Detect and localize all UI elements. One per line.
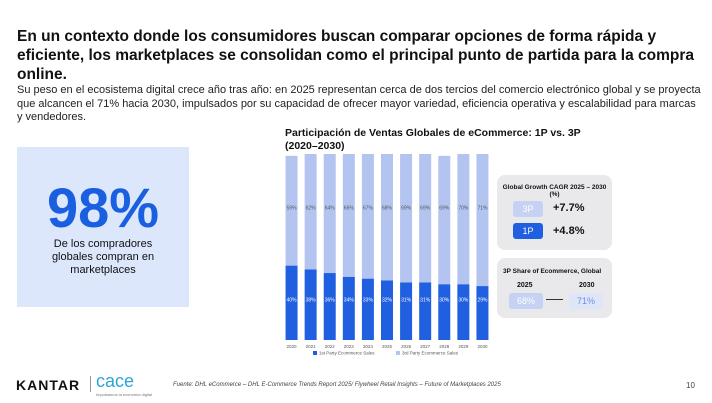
- value-label: 68%: [382, 205, 393, 211]
- divider: [90, 376, 91, 392]
- title: En un contexto donde los consumidores bu…: [17, 28, 695, 83]
- growth-value: +7.7%: [553, 202, 585, 214]
- chip: 3P: [513, 201, 543, 217]
- value-label: 33%: [363, 297, 374, 303]
- value-label: 36%: [325, 297, 336, 303]
- bar-segment: [285, 155, 298, 266]
- bar-segment: [419, 282, 432, 340]
- body-text: Su peso en el ecosistema digital crece a…: [17, 84, 701, 123]
- source: Fuente: DHL eCommerce – DHL E-Commerce T…: [173, 382, 501, 388]
- chart-title: Participación de Ventas Globales de eCom…: [285, 127, 581, 152]
- x-tick-label: 2024: [363, 344, 374, 349]
- bar-segment: [476, 286, 489, 340]
- bar-segment: [304, 269, 317, 340]
- brand: KANTAR: [16, 377, 81, 393]
- x-tick-label: 2030: [477, 344, 488, 349]
- value-label: 34%: [344, 297, 355, 303]
- bar-segment: [342, 276, 355, 340]
- x-tick-label: 2022: [325, 344, 336, 349]
- legend-label: 1st Party Ecommerce Sales: [319, 351, 375, 356]
- year: 2030: [579, 282, 595, 289]
- x-tick-label: 2021: [306, 344, 317, 349]
- x-tick-label: 2020: [287, 344, 298, 349]
- panel-title: Global Growth CAGR 2025 – 2030 (%): [502, 184, 607, 198]
- panel-title: 3P Share of Ecommerce, Global: [503, 268, 602, 275]
- x-tick-label: 2026: [401, 344, 412, 349]
- bar-segment: [400, 154, 413, 283]
- value-label: 30%: [439, 297, 450, 303]
- bar-segment: [400, 282, 413, 340]
- value-label: 67%: [363, 205, 374, 211]
- value-label: 64%: [325, 205, 336, 211]
- bar-segment: [285, 265, 298, 340]
- bar-segment: [438, 284, 451, 340]
- partner: cace: [96, 371, 135, 391]
- bar-segment: [342, 154, 355, 277]
- chip: 1P: [513, 223, 543, 239]
- bar-segment: [323, 273, 336, 340]
- bar-segment: [361, 278, 374, 340]
- value-label: 69%: [401, 205, 412, 211]
- partner-tagline: Impulsamos la economía digital: [96, 392, 153, 397]
- value-label: 38%: [306, 297, 317, 303]
- bar-segment: [381, 280, 393, 340]
- bar-segment: [457, 154, 470, 285]
- value-label: 31%: [420, 297, 431, 303]
- bar-segment: [457, 284, 470, 340]
- value-label: 70%: [458, 205, 469, 211]
- arrow: [546, 299, 563, 300]
- value-label: 66%: [344, 205, 355, 211]
- value-label: 32%: [382, 297, 393, 303]
- bar-segment: [419, 154, 432, 283]
- bar-segment: [438, 155, 451, 285]
- year: 2025: [517, 282, 533, 289]
- value-label: 59%: [287, 205, 298, 211]
- chart: 40% 59% 2020 38% 62% 2021 36% 64% 2022 34% 66% 2023…: [285, 154, 489, 356]
- value-label: 69%: [439, 205, 450, 211]
- bar-segment: [381, 154, 393, 281]
- legend-swatch: [313, 351, 317, 355]
- chip: 71%: [569, 293, 603, 309]
- share-panel: 3P Share of Ecommerce, Global 2025 2030 …: [497, 258, 612, 318]
- stat-label: De los compradores globales compran en m…: [51, 238, 155, 276]
- growth-value: +4.8%: [553, 225, 585, 237]
- value-label: 40%: [287, 297, 298, 303]
- value-label: 62%: [306, 205, 317, 211]
- bar-segment: [304, 154, 317, 270]
- legend-swatch: [396, 351, 400, 355]
- stat-box: 98% De los compradores globales compran …: [17, 147, 189, 307]
- x-tick-label: 2023: [344, 344, 355, 349]
- legend-label: 3rd Party Ecommerce Sales: [402, 351, 459, 356]
- bar-segment: [361, 154, 374, 279]
- bar-segment: [323, 154, 336, 274]
- value-label: 29%: [477, 297, 488, 303]
- chip: 68%: [509, 293, 543, 309]
- value-label: 31%: [401, 297, 412, 303]
- bar-segment: [476, 154, 489, 287]
- page-number: 10: [686, 381, 695, 390]
- x-tick-label: 2029: [458, 344, 469, 349]
- growth-panel: Global Growth CAGR 2025 – 2030 (%) 3P +7…: [497, 175, 612, 250]
- x-tick-label: 2027: [420, 344, 431, 349]
- value-label: 71%: [477, 205, 488, 211]
- x-tick-label: 2025: [382, 344, 393, 349]
- value-label: 69%: [420, 205, 431, 211]
- x-tick-label: 2028: [439, 344, 450, 349]
- stat-value: 98%: [46, 176, 160, 239]
- value-label: 30%: [458, 297, 469, 303]
